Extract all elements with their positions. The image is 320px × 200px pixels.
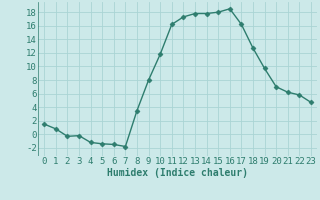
X-axis label: Humidex (Indice chaleur): Humidex (Indice chaleur) <box>107 168 248 178</box>
